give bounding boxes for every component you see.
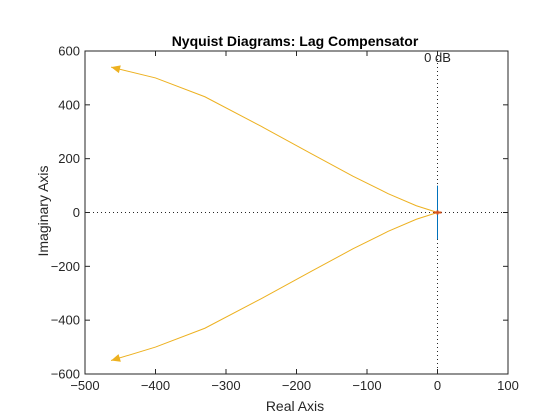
x-tick-label: −100 — [352, 378, 381, 393]
x-tick-label: 0 — [434, 378, 441, 393]
y-tick-label: 400 — [58, 97, 80, 112]
y-tick-label: −200 — [51, 259, 80, 274]
y-tick-label: 600 — [58, 44, 80, 59]
y-tick-label: 0 — [73, 205, 80, 220]
plot-area: 0 dB — [85, 50, 508, 374]
y-axis-label: Imaginary Axis — [35, 165, 51, 256]
plot-background — [85, 51, 508, 374]
y-tick-label: −600 — [51, 367, 80, 382]
nyquist-direction-arrow-1 — [111, 354, 121, 362]
annotation-0db: 0 dB — [424, 50, 451, 65]
nyquist-series-line-1 — [110, 212, 438, 362]
curves-layer — [110, 65, 442, 362]
x-tick-label: −200 — [282, 378, 311, 393]
chart-title: Nyquist Diagrams: Lag Compensator — [172, 33, 419, 49]
x-tick-label: −400 — [141, 378, 170, 393]
axes-layer: −500 −400 −300 −200 −100 0 100 −600 −400 −200 0 200… — [51, 44, 519, 394]
y-tick-label: 200 — [58, 151, 80, 166]
x-tick-label: 100 — [497, 378, 519, 393]
x-tick-label: −300 — [211, 378, 240, 393]
x-axis-label: Real Axis — [266, 398, 324, 414]
nyquist-series-line-0 — [110, 66, 438, 213]
nyquist-direction-arrow-0 — [111, 65, 121, 74]
y-tick-label: −400 — [51, 313, 80, 328]
x-tick-label: −500 — [70, 378, 99, 393]
